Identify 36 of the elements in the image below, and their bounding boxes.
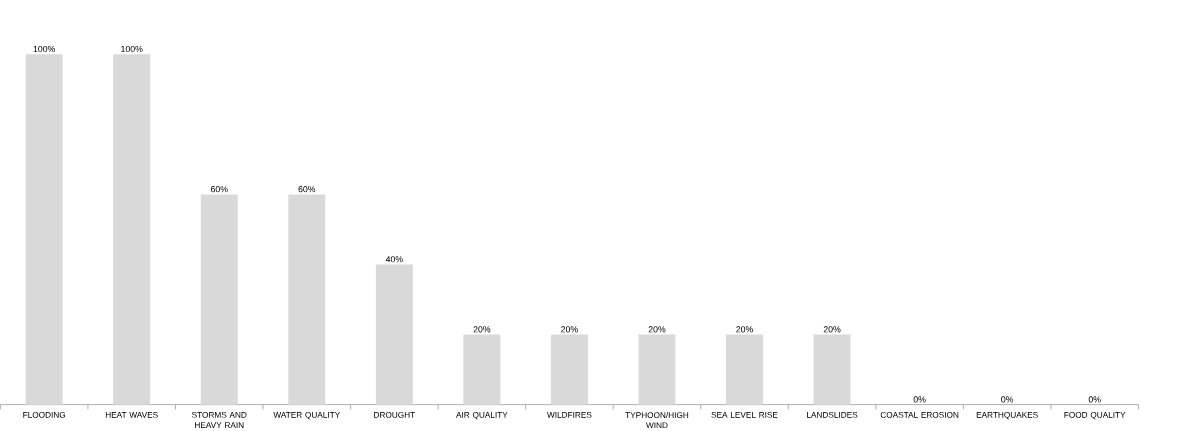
x-tick-label: STORMS AND HEAVY RAIN (192, 411, 247, 428)
data-label: 0% (1088, 396, 1101, 403)
data-label: 20% (561, 326, 578, 333)
x-tick-label: LANDSLIDES (807, 411, 858, 418)
data-label: 60% (298, 185, 316, 193)
bar (726, 334, 763, 405)
x-tick-label: AIR QUALITY (456, 411, 508, 420)
bar (200, 194, 238, 405)
bar (25, 54, 63, 405)
data-label: 60% (210, 185, 228, 193)
x-tick-label: DROUGHT (374, 411, 415, 418)
data-label: 100% (33, 45, 56, 52)
x-tick-label: FOOD QUALITY (1064, 411, 1126, 420)
data-label: 20% (473, 326, 491, 333)
x-tick-label: WILDFIRES (547, 411, 592, 418)
data-label: 0% (913, 396, 926, 403)
data-label: 100% (121, 45, 143, 52)
data-label: 20% (648, 326, 666, 333)
x-tick-label: EARTHQUAKES (976, 411, 1038, 420)
x-tick-label: WATER QUALITY (273, 411, 341, 420)
x-tick-label: FLOODING (23, 411, 66, 418)
x-tick-label: SEA LEVEL RISE (711, 411, 778, 418)
bar (375, 264, 413, 405)
bar (638, 334, 676, 405)
bar (813, 334, 851, 405)
bar (113, 54, 151, 405)
data-label: 20% (823, 326, 841, 333)
x-tick-label: TYPHOON/HIGH WIND (625, 411, 689, 428)
data-label: 20% (736, 326, 753, 333)
bar (463, 334, 501, 405)
bar (550, 334, 588, 405)
data-label: 40% (385, 256, 403, 263)
data-label: 0% (1001, 396, 1014, 403)
bar (288, 194, 326, 405)
x-tick-label: HEAT WAVES (105, 411, 158, 418)
x-tick-label: COASTAL EROSION (880, 411, 959, 418)
